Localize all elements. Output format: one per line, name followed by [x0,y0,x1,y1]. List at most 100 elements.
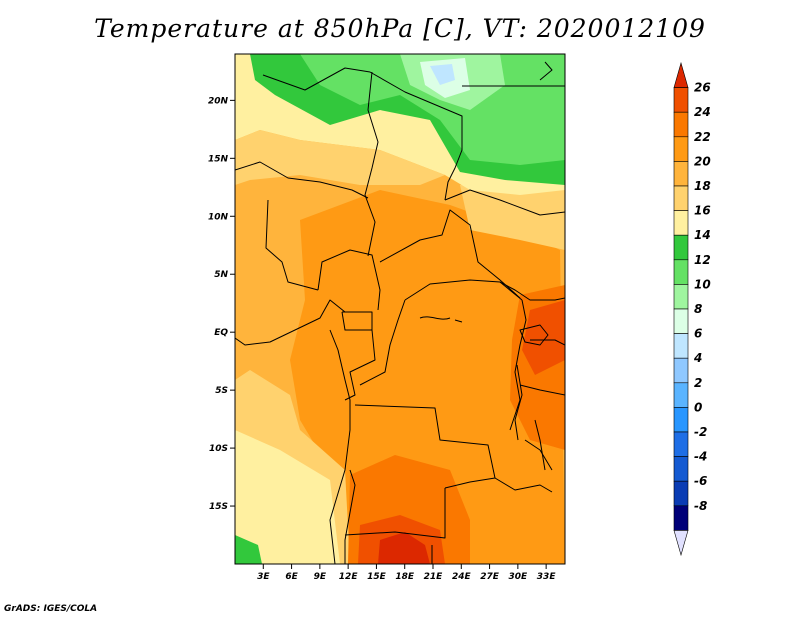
coastline-west [329,329,351,564]
border-angola-namibia [344,469,356,564]
colorbar-label: 26 [694,81,711,95]
x-tick-label: 33E [537,572,557,582]
colorbar-segment [673,357,689,384]
country-borders [235,61,565,564]
y-tick-label: 15S [209,502,228,512]
x-tick-label: 18E [395,572,415,582]
colorbar-label: 24 [694,105,711,119]
colorbar-segment [673,530,689,557]
map-title: Temperature at 850hPa [C], VT: 202001210… [94,14,706,43]
border-sahel [235,161,369,199]
y-tick-label: 15N [208,154,229,164]
temperature-field [235,54,565,564]
colorbar-label: 6 [694,327,702,341]
credit-text: GrADS: IGES/COLA [4,604,98,614]
colorbar-segment [673,136,689,162]
field-region-24-26-east [522,300,565,375]
x-tick-label: 27E [480,572,500,582]
y-tick-label: EQ [214,328,228,338]
border-zambia [494,477,553,493]
border-benin-nigeria [265,199,319,291]
border-chad-niger [364,71,379,257]
coastline-gulf [235,299,346,346]
y-tick-label: 5S [215,386,228,396]
border-angola-north [354,404,496,489]
field-region-12-14-southwest-corner [235,535,262,564]
lake-victoria [519,324,549,346]
border-congo [344,329,376,401]
colorbar-label: 20 [694,154,711,168]
colorbar-label: -4 [694,450,707,464]
border-north [262,67,463,201]
border-kenya [530,339,565,346]
colorbar-label: 12 [694,253,711,267]
colorbar-segment [673,308,689,334]
field-region-16-18-northeast [460,175,565,250]
colorbar-label: 2 [694,376,702,390]
colorbar-label: 10 [694,277,711,291]
colorbar-segment [673,407,689,433]
field-region-4-6-north [430,64,455,85]
colorbar-label: 8 [694,302,702,316]
y-tick-label: 20N [208,96,229,106]
border-drc-west [359,299,406,386]
colorbar-segment [673,480,689,507]
y-tick-label: 5N [214,270,228,280]
x-axis: 3E 6E 9E 12E 15E 18E 21E 24E 27E 30E 33E [257,564,556,582]
field-region-20-22-central [290,190,565,564]
x-tick-label: 15E [367,572,387,582]
river-congo [419,316,463,323]
y-tick-label: 10N [208,212,229,222]
border-car [379,209,521,299]
colorbar-label: 18 [694,179,711,193]
border-car-drc [404,279,523,301]
colorbar-segment [673,382,689,408]
field-region-16-18-north [235,130,445,185]
x-tick-label: 12E [339,572,359,582]
border-cameroon [317,249,381,311]
colorbar-segment [673,431,689,457]
x-tick-label: 9E [314,572,327,582]
colorbar-segment [673,61,689,88]
colorbar-label: 22 [694,130,711,144]
x-tick-label: 3E [257,572,270,582]
x-tick-label: 30E [509,572,529,582]
border-tanzania [519,384,565,396]
colorbar-segment [673,234,689,261]
x-tick-label: 6E [285,572,298,582]
colorbar-label: 14 [694,228,711,242]
x-tick-label: 24E [452,572,472,582]
border-malawi [524,439,553,471]
y-axis: 20N 15N 10N 5N EQ 5S 10S 15S [208,96,235,512]
colorbar-segment [673,161,689,187]
map-frame [234,53,566,565]
y-tick-label: 10S [209,444,228,454]
colorbar-label: -6 [694,474,707,488]
colorbar-label: 0 [694,400,702,414]
colorbar-segment [673,505,689,531]
colorbar-label: -2 [694,425,707,439]
colorbar-segment [673,333,689,359]
lake-tanganyika [514,364,523,441]
colorbar-segment [673,185,689,211]
colorbar-label: 4 [693,351,702,365]
colorbar-label: -8 [694,499,707,513]
border-uganda [499,281,565,301]
colorbar-segment [673,456,689,482]
field-region-26-plus-south [378,532,430,564]
colorbar-segment [673,210,689,236]
field-region-14-16-southwest [235,430,340,564]
border-drc-east [509,299,527,431]
colorbar-segment [673,111,689,138]
colorbar-segment [673,87,689,113]
colorbar-segment [673,259,689,285]
x-tick-label: 21E [424,572,444,582]
lake-malawi [534,419,546,471]
border-sinai [539,61,553,81]
colorbar-segment [673,284,689,310]
border-namibia [344,488,446,539]
border-sudan [444,189,565,216]
colorbar-label: 16 [694,204,711,218]
